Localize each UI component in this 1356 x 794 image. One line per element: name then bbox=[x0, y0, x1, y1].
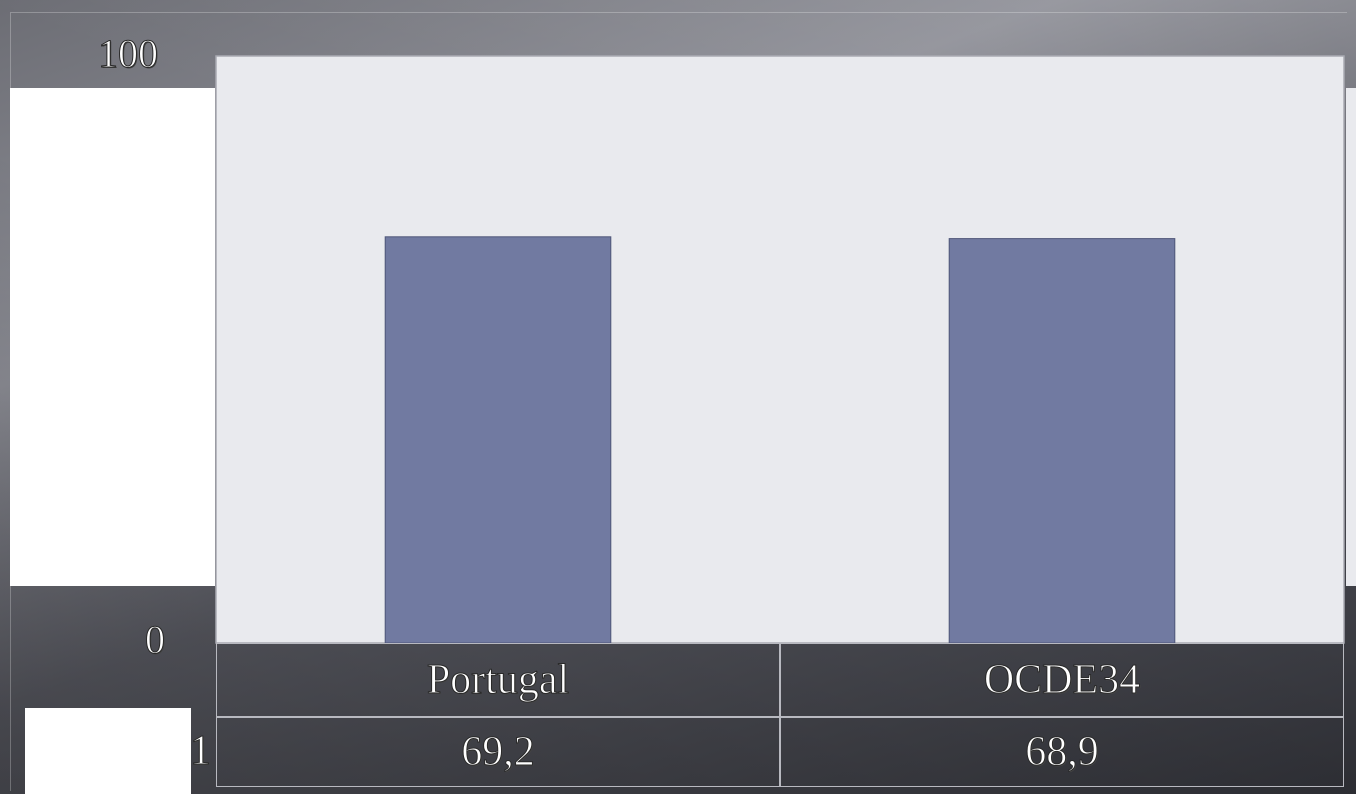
category-label-portugal: Portugal bbox=[216, 643, 780, 717]
y-tick-100: 100 bbox=[98, 31, 159, 76]
bottom-white-panel bbox=[25, 708, 191, 794]
value-label-portugal: 69,2 bbox=[216, 717, 780, 787]
right-plot-edge bbox=[1346, 88, 1356, 586]
y-tick-0: 0 bbox=[145, 617, 166, 662]
left-white-panel bbox=[10, 88, 215, 586]
bar-ocde34 bbox=[948, 238, 1176, 644]
table-row-stub: 1 bbox=[190, 728, 212, 774]
category-label-ocde34: OCDE34 bbox=[780, 643, 1344, 717]
bar-portugal bbox=[384, 236, 612, 644]
value-label-ocde34: 68,9 bbox=[780, 717, 1344, 787]
